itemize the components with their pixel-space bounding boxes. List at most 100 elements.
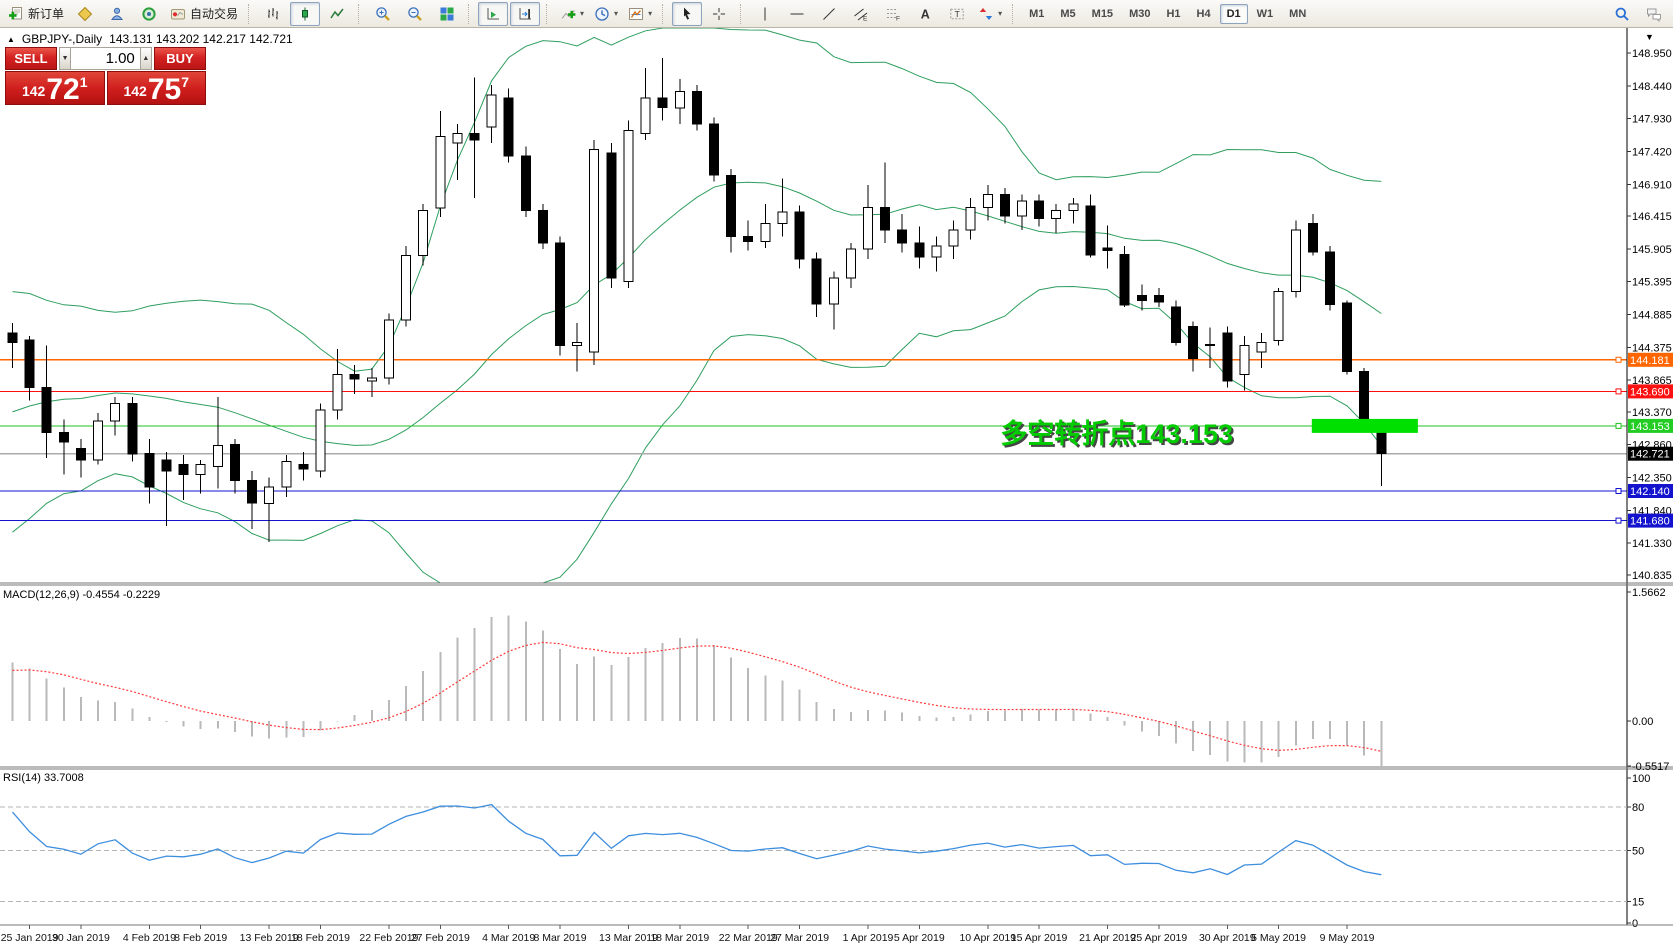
date-axis-label: 25 Apr 2019 xyxy=(1131,932,1188,944)
search-button[interactable] xyxy=(1607,2,1637,26)
auto-scroll-button[interactable] xyxy=(478,1,509,26)
periods-button[interactable]: ▾ xyxy=(590,2,622,26)
timeframe-mn-button[interactable]: MN xyxy=(1289,7,1307,20)
crosshair-button[interactable] xyxy=(704,2,734,26)
timeframe-m30-button[interactable]: M30 xyxy=(1129,7,1151,20)
chart-shift-icon xyxy=(517,6,533,22)
svg-text:E: E xyxy=(863,15,868,22)
price-axis-label: 145.395 xyxy=(1632,277,1672,289)
tile-windows-icon xyxy=(439,6,455,22)
chat-button[interactable] xyxy=(1639,2,1669,26)
metaeditor-button[interactable] xyxy=(70,2,100,26)
volume-increase-button[interactable]: ▲ xyxy=(139,47,153,70)
timeframe-m5-button[interactable]: M5 xyxy=(1060,7,1076,20)
rsi-axis-label: 50 xyxy=(1632,846,1644,858)
chart-window[interactable]: 多空转折点143.153 多空转折点143.153 148.950 148.440 14… xyxy=(0,28,1673,952)
price-level-tag[interactable] xyxy=(1628,484,1673,498)
timeframe-m1-button[interactable]: M1 xyxy=(1029,7,1045,20)
level-handle-icon[interactable] xyxy=(1615,488,1622,494)
candle xyxy=(863,206,873,250)
text-icon: A xyxy=(917,6,933,22)
price-level-tag[interactable] xyxy=(1628,513,1673,528)
templates-button[interactable]: ▾ xyxy=(624,2,656,26)
trendline-button[interactable] xyxy=(814,2,844,26)
line-chart-button[interactable] xyxy=(322,2,352,26)
sell-price[interactable]: 142 72 1 xyxy=(5,71,105,105)
volume-decrease-button[interactable]: ▼ xyxy=(59,47,72,70)
candle xyxy=(965,206,976,231)
tile-windows-button[interactable] xyxy=(432,2,462,26)
svg-text:F: F xyxy=(896,15,900,22)
profiles-button[interactable] xyxy=(102,2,132,26)
period-icon xyxy=(594,6,610,22)
price-level-tag[interactable] xyxy=(1628,446,1673,461)
buy-button[interactable]: BUY xyxy=(154,47,206,70)
candle xyxy=(212,444,223,468)
pivot-highlight-bar[interactable] xyxy=(1311,418,1418,433)
new-order-button[interactable]: 新订单 xyxy=(4,2,68,26)
price-axis-label: 148.950 xyxy=(1632,48,1672,60)
candle xyxy=(811,258,822,305)
indicators-button[interactable]: ▾ xyxy=(556,2,588,26)
candle xyxy=(1205,343,1216,347)
timeframe-h4-button[interactable]: H4 xyxy=(1196,7,1211,20)
navigator-button[interactable] xyxy=(134,2,164,26)
svg-text:T: T xyxy=(955,9,960,19)
candle xyxy=(1325,251,1335,306)
timeframe-d1-button[interactable]: D1 xyxy=(1219,3,1248,24)
price-level-tag[interactable] xyxy=(1628,418,1673,433)
timeframe-h1-button[interactable]: H1 xyxy=(1166,7,1181,20)
zoom-out-button[interactable] xyxy=(400,2,430,26)
horizontal-line-button[interactable] xyxy=(782,2,812,26)
candle xyxy=(435,136,446,209)
macd-signal-line xyxy=(12,641,1382,752)
bollinger-upper-line xyxy=(12,28,1382,372)
timeframe-w1-button[interactable]: W1 xyxy=(1256,7,1274,20)
candle xyxy=(7,332,18,343)
level-handle-icon[interactable] xyxy=(1615,517,1622,524)
buy-price[interactable]: 142 75 7 xyxy=(106,71,206,105)
macd-histogram xyxy=(11,615,1383,766)
text-label-button[interactable]: T xyxy=(942,2,972,26)
date-axis-label: 5 May 2019 xyxy=(1251,932,1306,944)
volume-input[interactable] xyxy=(71,47,140,70)
price-chart[interactable]: 多空转折点143.153多空转折点143.153148.950148.44014… xyxy=(0,28,1673,952)
date-axis-label: 18 Feb 2019 xyxy=(291,932,350,944)
channel-button[interactable]: E xyxy=(846,2,876,26)
buy-price-prefix: 142 xyxy=(123,83,147,99)
candle xyxy=(880,206,891,231)
rsi-indicator-label: RSI(14) 33.7008 xyxy=(3,772,84,784)
bar-chart-button[interactable] xyxy=(258,2,288,26)
level-handle-icon[interactable] xyxy=(1615,356,1622,363)
autotrading-button[interactable]: 自动交易 xyxy=(166,2,242,26)
cursor-button[interactable] xyxy=(672,1,703,26)
text-button[interactable]: A xyxy=(910,2,940,26)
candle xyxy=(58,432,69,443)
collapse-panel-icon[interactable]: ▲ xyxy=(7,34,15,44)
level-handle-icon[interactable] xyxy=(1615,422,1622,429)
arrows-button[interactable]: ▾ xyxy=(974,2,1006,26)
fibonacci-button[interactable]: F xyxy=(878,2,908,26)
date-axis-label: 30 Apr 2019 xyxy=(1199,932,1256,944)
level-handle-icon[interactable] xyxy=(1615,388,1622,395)
chart-ohlc-values: 143.131 143.202 142.217 142.721 xyxy=(109,32,293,46)
zoom-in-button[interactable] xyxy=(368,2,398,26)
date-axis-label: 27 Mar 2019 xyxy=(770,932,829,944)
timeframe-m15-button[interactable]: M15 xyxy=(1091,7,1114,20)
toolbar-separator xyxy=(468,3,472,24)
candle xyxy=(691,91,702,125)
candle xyxy=(93,420,103,461)
candle xyxy=(401,255,411,321)
candlestick-button[interactable] xyxy=(290,1,321,26)
price-level-tag[interactable] xyxy=(1628,352,1673,367)
candle xyxy=(1136,295,1147,302)
vertical-line-button[interactable] xyxy=(750,2,780,26)
candle xyxy=(845,248,856,279)
chart-shift-button[interactable] xyxy=(510,1,541,26)
date-axis-label: 10 Apr 2019 xyxy=(959,932,1016,944)
candle xyxy=(1256,342,1267,353)
price-level-tag[interactable] xyxy=(1628,384,1673,399)
annotation-text[interactable]: 多空转折点143.153 xyxy=(1000,418,1233,449)
sell-button[interactable]: SELL xyxy=(5,47,57,70)
candle xyxy=(469,133,480,141)
